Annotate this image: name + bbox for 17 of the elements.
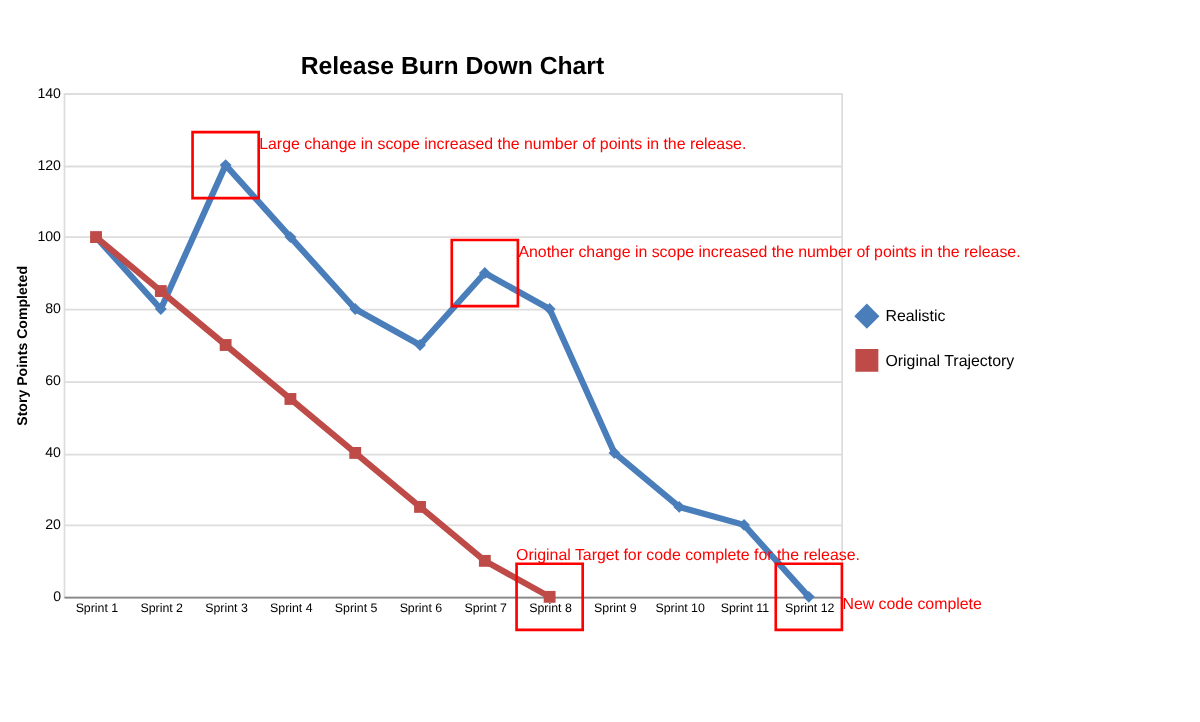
point	[543, 303, 556, 315]
legend-label: Realistic	[885, 307, 946, 326]
annotation: Another change in scope increased the number of points in the release.	[518, 243, 1021, 262]
annotation: Large change in scope increased the number of points in the release.	[259, 135, 747, 154]
point	[349, 303, 362, 315]
annotation: New code complete	[842, 595, 983, 614]
chart-title: Release Burn Down Chart	[300, 51, 605, 80]
point	[284, 231, 297, 243]
point	[284, 393, 297, 405]
point	[608, 447, 621, 459]
point	[349, 447, 362, 459]
point	[154, 285, 167, 297]
point	[478, 554, 491, 567]
point	[738, 518, 750, 531]
point	[219, 339, 232, 351]
legend-label: Original Trajectory	[885, 351, 1015, 370]
point	[414, 500, 426, 513]
